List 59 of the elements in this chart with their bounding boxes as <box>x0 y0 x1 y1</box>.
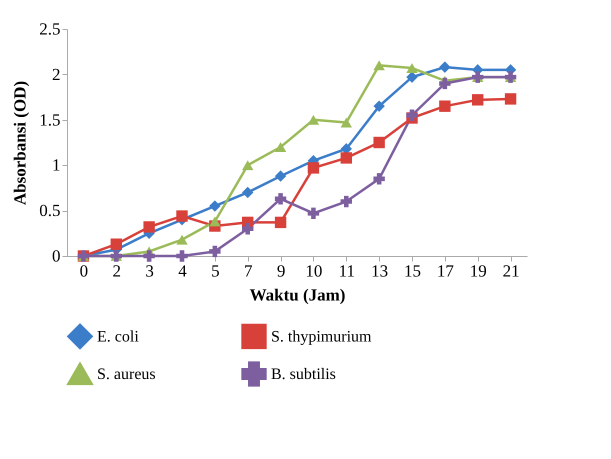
x-tick-label: 13 <box>371 262 388 280</box>
legend-label: B. subtilis <box>271 366 336 383</box>
point <box>439 100 451 112</box>
y-tick-label: 0.5 <box>39 201 60 220</box>
point <box>143 221 155 233</box>
x-axis-title: Waktu (Jam) <box>250 286 346 304</box>
x-tick-label: 15 <box>404 262 421 280</box>
point <box>274 193 286 204</box>
point <box>504 93 516 105</box>
x-tick-label: 3 <box>145 262 154 280</box>
x-tick-label: 9 <box>276 262 286 280</box>
x-tick-label: 10 <box>305 262 322 280</box>
x-tick-label: 11 <box>338 262 355 280</box>
y-tick-label: 2.5 <box>39 20 60 38</box>
point <box>242 186 254 198</box>
x-tick-label: 21 <box>502 262 520 280</box>
point <box>439 61 451 73</box>
y-tick-label: 2 <box>52 64 60 84</box>
x-tick-label: 17 <box>436 262 454 280</box>
x-tick-label: 7 <box>244 262 253 280</box>
point <box>176 210 188 222</box>
point <box>242 160 254 170</box>
point <box>308 114 320 125</box>
point <box>373 60 385 70</box>
point <box>143 250 155 262</box>
y-tick-label: 0 <box>52 246 60 266</box>
point <box>209 246 221 258</box>
point <box>340 152 352 164</box>
point <box>373 100 385 112</box>
point <box>308 162 320 174</box>
point <box>274 170 286 182</box>
legend-label: S. thypimurium <box>271 328 372 346</box>
legend-label: E. coli <box>97 328 140 346</box>
point <box>340 196 352 208</box>
point <box>308 208 320 220</box>
point <box>176 234 188 245</box>
x-tick-label: 4 <box>178 262 188 280</box>
point <box>406 63 418 73</box>
point <box>406 110 418 121</box>
y-axis-title: Absorbansi (OD) <box>10 80 30 206</box>
legend-label: S. aureus <box>97 366 156 383</box>
point <box>472 94 484 106</box>
point <box>242 223 254 234</box>
x-tick-label: 0 <box>80 262 88 280</box>
y-tick-label: 1 <box>52 156 60 175</box>
point <box>274 142 286 152</box>
point <box>373 136 385 148</box>
point <box>209 200 221 212</box>
point <box>274 216 286 228</box>
x-tick-label: 5 <box>211 262 220 280</box>
point <box>209 216 221 226</box>
point <box>340 118 352 128</box>
y-tick-label: 1.5 <box>39 110 60 130</box>
point <box>373 173 385 185</box>
x-tick-label: 19 <box>470 262 487 280</box>
point <box>110 238 122 250</box>
x-tick-label: 2 <box>112 262 122 280</box>
point <box>439 78 451 90</box>
point <box>176 250 188 262</box>
